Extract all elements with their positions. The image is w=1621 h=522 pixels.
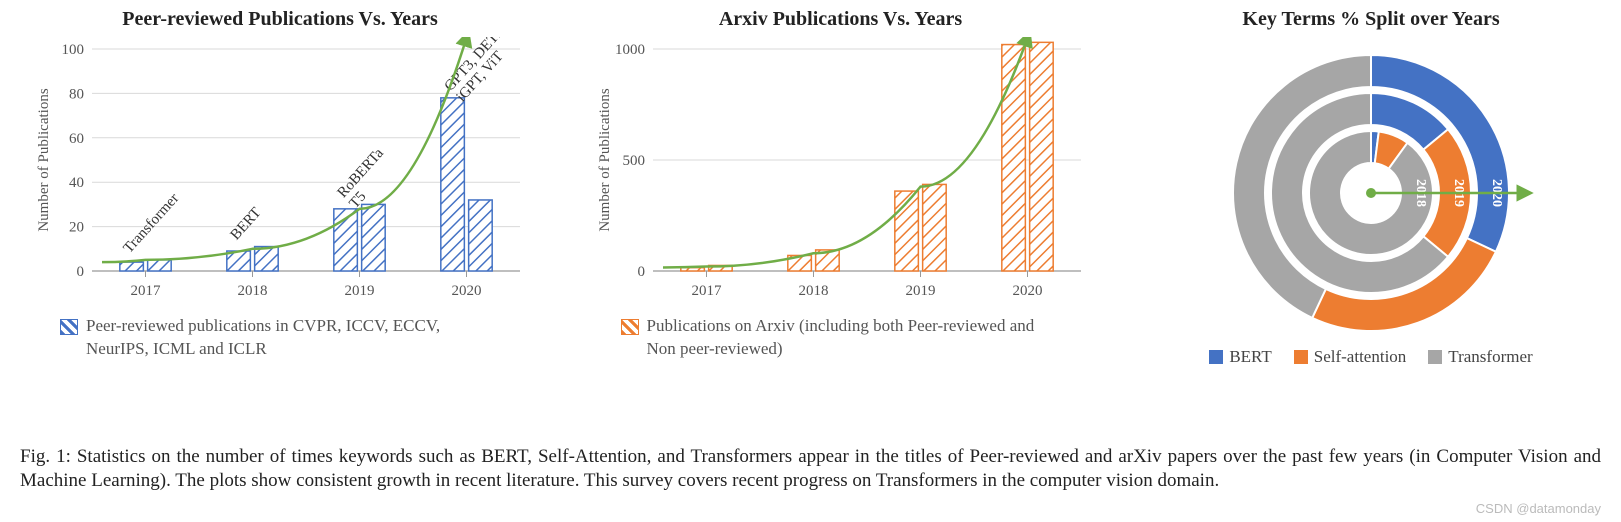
legend-swatch [1294,350,1308,364]
panel3-legend: BERT Self-attention Transformer [1209,347,1532,367]
panel2-chart: 0 500 1000 2017 2018 2019 2020 Number of Public… [591,37,1091,307]
panel-arxiv: Arxiv Publications Vs. Years 0 500 1000 201… [581,8,1101,361]
panel1-legend: Peer-reviewed publications in CVPR, ICCV… [60,315,500,361]
svg-text:2019: 2019 [345,283,375,299]
legend-label: BERT [1229,347,1271,367]
legend-label: Self-attention [1314,347,1407,367]
svg-text:BERT: BERT [228,205,265,244]
svg-text:0: 0 [77,264,85,280]
svg-text:Transformer: Transformer [121,191,183,257]
panel2-legend: Publications on Arxiv (including both Pe… [621,315,1061,361]
panel2-title: Arxiv Publications Vs. Years [719,8,962,31]
panel3-title: Key Terms % Split over Years [1242,8,1499,31]
legend-item: Transformer [1428,347,1532,367]
legend-swatch [1209,350,1223,364]
panel1-swatch [60,319,78,335]
panel1-legend-text: Peer-reviewed publications in CVPR, ICCV… [86,315,500,361]
watermark: CSDN @datamonday [1476,501,1601,516]
svg-text:2017: 2017 [131,283,162,299]
panel2-swatch [621,319,639,335]
svg-text:80: 80 [69,86,84,102]
svg-text:2020: 2020 [1012,283,1042,299]
svg-text:Number of Publications: Number of Publications [597,88,613,231]
svg-text:Number of Publications: Number of Publications [36,88,52,231]
panel-keyterms: Key Terms % Split over Years 20182019202… [1141,8,1601,367]
panel-peer-reviewed: Peer-reviewed Publications Vs. Years 0 20… [20,8,540,361]
legend-item: BERT [1209,347,1271,367]
svg-text:1000: 1000 [615,42,645,58]
legend-item: Self-attention [1294,347,1407,367]
svg-text:2018: 2018 [798,283,828,299]
svg-text:500: 500 [622,153,645,169]
svg-text:2017: 2017 [691,283,722,299]
svg-text:60: 60 [69,131,84,147]
panel3-chart: 201820192020 [1161,37,1581,337]
svg-text:2020: 2020 [452,283,482,299]
figure-page: Peer-reviewed Publications Vs. Years 0 20… [0,0,1621,522]
svg-text:2018: 2018 [238,283,268,299]
legend-swatch [1428,350,1442,364]
charts-row: Peer-reviewed Publications Vs. Years 0 20… [20,8,1601,408]
svg-text:100: 100 [62,42,85,58]
svg-text:2019: 2019 [905,283,935,299]
panel1-chart: 0 20 40 60 80 100 2017 2018 2019 2020 Transformer B… [30,37,530,307]
svg-text:40: 40 [69,175,84,191]
panel1-title: Peer-reviewed Publications Vs. Years [122,8,438,31]
panel2-legend-text: Publications on Arxiv (including both Pe… [647,315,1061,361]
figure-caption: Fig. 1: Statistics on the number of time… [20,445,1601,494]
legend-label: Transformer [1448,347,1532,367]
svg-text:0: 0 [637,264,645,280]
svg-text:20: 20 [69,220,84,236]
